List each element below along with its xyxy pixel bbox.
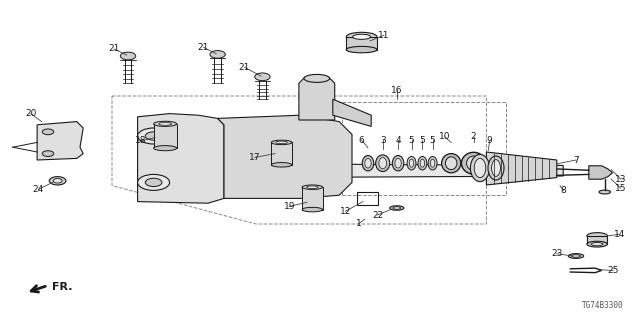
Ellipse shape — [159, 123, 172, 125]
Polygon shape — [333, 99, 371, 126]
Text: 8: 8 — [561, 186, 566, 195]
Ellipse shape — [431, 159, 435, 167]
Text: 14: 14 — [614, 230, 625, 239]
Ellipse shape — [154, 121, 177, 126]
Polygon shape — [589, 166, 612, 179]
Text: 2: 2 — [471, 132, 476, 141]
Text: 18: 18 — [135, 136, 147, 145]
Ellipse shape — [376, 155, 390, 172]
Ellipse shape — [390, 206, 404, 210]
Ellipse shape — [271, 140, 292, 145]
Ellipse shape — [587, 241, 607, 247]
Ellipse shape — [392, 156, 404, 171]
Ellipse shape — [488, 156, 504, 180]
Polygon shape — [302, 187, 323, 210]
Ellipse shape — [395, 158, 401, 168]
Text: 9: 9 — [487, 136, 492, 145]
Ellipse shape — [418, 156, 427, 170]
Ellipse shape — [572, 255, 580, 257]
Ellipse shape — [271, 163, 292, 167]
Polygon shape — [138, 163, 563, 178]
Circle shape — [42, 129, 54, 135]
Ellipse shape — [442, 154, 461, 173]
Ellipse shape — [393, 207, 401, 209]
Polygon shape — [486, 152, 557, 185]
Ellipse shape — [307, 186, 318, 188]
Text: 16: 16 — [391, 86, 403, 95]
Ellipse shape — [445, 157, 457, 170]
Polygon shape — [37, 122, 83, 160]
Text: 4: 4 — [396, 136, 401, 145]
Ellipse shape — [428, 156, 437, 170]
Text: 5: 5 — [430, 136, 435, 145]
Text: TG74B3300: TG74B3300 — [582, 301, 624, 310]
Polygon shape — [138, 114, 224, 203]
Circle shape — [49, 177, 66, 185]
Text: 25: 25 — [607, 266, 619, 275]
Ellipse shape — [302, 185, 323, 189]
Text: 5: 5 — [409, 136, 414, 145]
Ellipse shape — [599, 190, 611, 194]
Text: 12: 12 — [340, 207, 351, 216]
Circle shape — [138, 128, 170, 144]
Ellipse shape — [474, 158, 486, 178]
Ellipse shape — [587, 233, 607, 239]
Ellipse shape — [379, 158, 387, 169]
Text: 5: 5 — [420, 136, 425, 145]
Text: 20: 20 — [25, 109, 36, 118]
Text: 17: 17 — [249, 153, 260, 162]
Polygon shape — [271, 142, 292, 165]
Ellipse shape — [302, 207, 323, 212]
Ellipse shape — [276, 141, 287, 144]
Circle shape — [53, 179, 62, 183]
Text: 21: 21 — [198, 43, 209, 52]
Text: 3: 3 — [380, 136, 385, 145]
Ellipse shape — [467, 156, 481, 170]
Polygon shape — [587, 236, 607, 244]
Text: 7: 7 — [573, 156, 579, 164]
Text: 1: 1 — [356, 220, 361, 228]
Ellipse shape — [492, 160, 500, 176]
Ellipse shape — [362, 156, 374, 171]
Circle shape — [42, 151, 54, 156]
Circle shape — [210, 51, 225, 58]
Text: FR.: FR. — [52, 282, 73, 292]
Polygon shape — [346, 37, 377, 50]
Polygon shape — [299, 77, 335, 120]
Text: 10: 10 — [439, 132, 451, 141]
Text: 22: 22 — [372, 211, 383, 220]
Ellipse shape — [304, 75, 330, 83]
Circle shape — [255, 73, 270, 81]
Polygon shape — [218, 115, 352, 198]
Ellipse shape — [365, 158, 371, 168]
Ellipse shape — [154, 146, 177, 151]
Ellipse shape — [568, 253, 584, 259]
Ellipse shape — [407, 156, 416, 170]
Text: 23: 23 — [551, 249, 563, 258]
Ellipse shape — [591, 243, 603, 246]
Ellipse shape — [346, 46, 377, 53]
Ellipse shape — [353, 34, 371, 39]
Circle shape — [120, 52, 136, 60]
Ellipse shape — [410, 159, 414, 167]
Text: 15: 15 — [615, 184, 627, 193]
Polygon shape — [154, 124, 177, 148]
Text: 21: 21 — [239, 63, 250, 72]
Circle shape — [138, 174, 170, 190]
Text: 24: 24 — [33, 185, 44, 194]
Ellipse shape — [470, 155, 490, 182]
Ellipse shape — [346, 32, 377, 41]
Text: 6: 6 — [359, 136, 364, 145]
Ellipse shape — [420, 159, 425, 167]
Text: 19: 19 — [284, 202, 295, 211]
Ellipse shape — [461, 152, 486, 174]
Text: 21: 21 — [108, 44, 120, 53]
Circle shape — [145, 178, 162, 187]
Text: 11: 11 — [378, 31, 390, 40]
Text: 13: 13 — [615, 175, 627, 184]
Circle shape — [145, 132, 162, 140]
